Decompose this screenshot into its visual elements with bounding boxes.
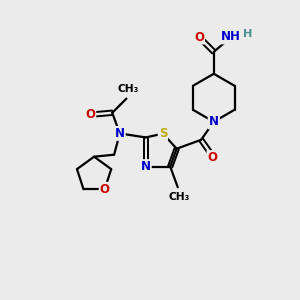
Text: N: N (209, 115, 219, 128)
Text: N: N (141, 160, 151, 173)
Text: S: S (159, 127, 167, 140)
Text: O: O (100, 183, 110, 196)
Text: O: O (194, 31, 204, 44)
Text: NH: NH (221, 30, 241, 44)
Text: N: N (115, 127, 125, 140)
Text: H: H (243, 29, 253, 39)
Text: O: O (85, 108, 95, 121)
Text: O: O (208, 151, 218, 164)
Text: N: N (209, 115, 219, 128)
Text: CH₃: CH₃ (168, 192, 189, 202)
Text: CH₃: CH₃ (118, 84, 139, 94)
